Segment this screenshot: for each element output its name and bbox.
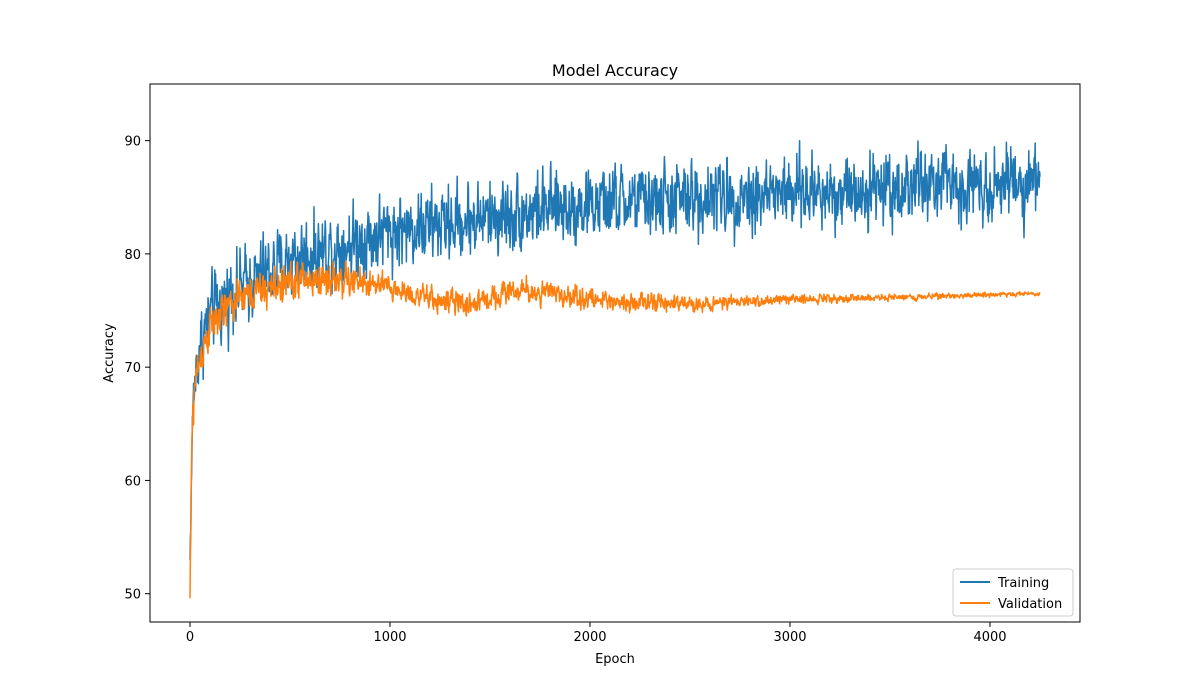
y-tick-label-2: 70: [124, 361, 141, 376]
legend-label-training: Training: [997, 576, 1049, 591]
axes-frame: [149, 83, 1081, 623]
x-axis-label: Epoch: [595, 652, 635, 667]
y-axis-label: Accuracy: [102, 323, 117, 383]
y-axis-ticks: 50 60 70 80 90: [124, 135, 150, 603]
y-tick-label-3: 80: [124, 248, 141, 263]
x-axis-ticks: 0 1000 2000 3000 4000: [186, 622, 1007, 645]
x-tick-label-3: 3000: [773, 630, 806, 645]
legend-label-validation: Validation: [998, 597, 1062, 612]
x-tick-label-1: 1000: [373, 630, 406, 645]
x-tick-label-4: 4000: [973, 630, 1006, 645]
series-layer: [189, 140, 1041, 599]
plot-area: 0 1000 2000 3000 4000 50 60 70 80 90: [124, 83, 1081, 645]
chart-title: Model Accuracy: [552, 61, 678, 80]
legend-box: [952, 568, 1074, 617]
y-tick-label-0: 50: [124, 588, 141, 603]
legend: Training Validation: [952, 568, 1074, 617]
series-line-training: [189, 140, 1041, 560]
x-tick-label-0: 0: [186, 630, 194, 645]
y-tick-label-4: 90: [124, 135, 141, 150]
x-tick-label-2: 2000: [573, 630, 606, 645]
series-line-validation: [189, 260, 1041, 599]
y-tick-label-1: 60: [124, 474, 141, 489]
